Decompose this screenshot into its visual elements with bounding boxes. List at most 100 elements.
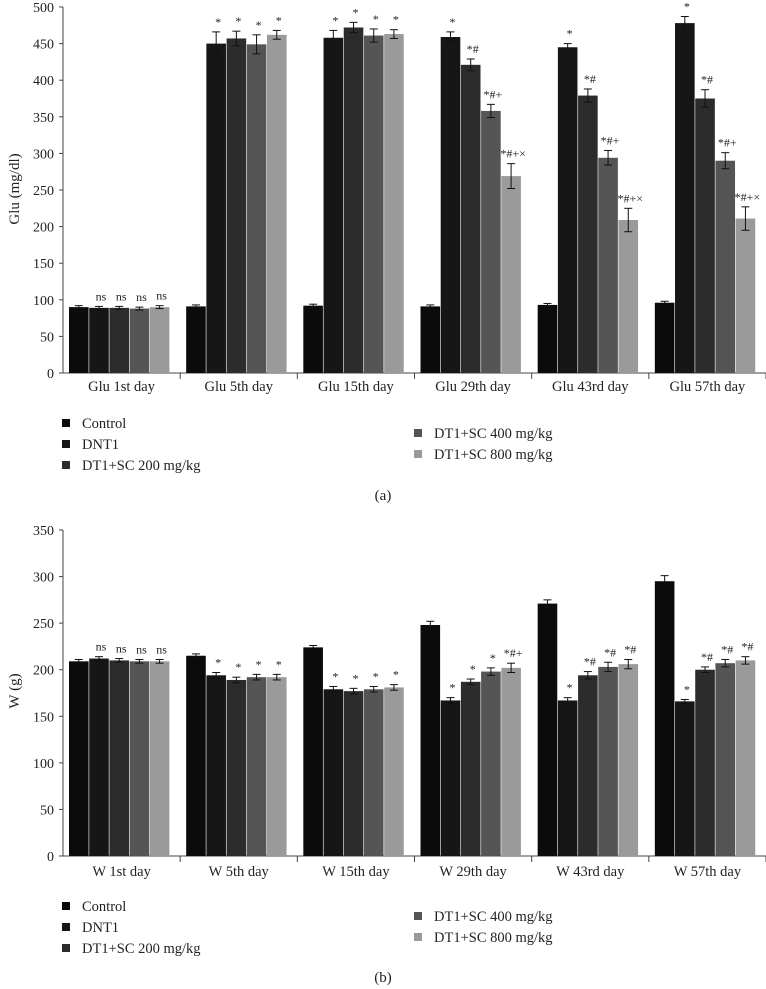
significance-label: *#+ xyxy=(601,133,620,147)
y-tick-label: 300 xyxy=(33,147,54,162)
bar xyxy=(89,307,109,373)
chart-panel-a: Glu (mg/dl) 0 50 100 150 200 250 300 350 400 450 5… xyxy=(7,0,766,504)
significance-label: *# xyxy=(721,642,733,656)
y-tick-label: 400 xyxy=(33,74,54,89)
significance-label: * xyxy=(332,669,338,683)
bar xyxy=(557,700,578,856)
bar xyxy=(186,306,206,373)
bar xyxy=(501,667,521,856)
bar xyxy=(109,660,129,856)
x-category-label: W 5th day xyxy=(209,864,270,880)
x-category-label: W 15th day xyxy=(322,864,390,880)
bar xyxy=(149,661,170,856)
bar xyxy=(303,647,323,856)
bar xyxy=(675,701,695,856)
significance-label: * xyxy=(353,5,359,19)
bar xyxy=(440,37,461,374)
significance-label: * xyxy=(450,15,456,29)
bar xyxy=(226,679,247,856)
bar xyxy=(129,661,150,856)
significance-label: * xyxy=(235,660,241,674)
significance-label: *#+× xyxy=(500,147,526,161)
bar xyxy=(266,677,287,856)
bar xyxy=(384,687,404,856)
significance-label: * xyxy=(276,657,282,671)
bar xyxy=(537,603,558,856)
legend-swatch xyxy=(414,912,422,920)
y-tick-label: 0 xyxy=(47,850,54,865)
bar xyxy=(363,35,384,373)
significance-label: ns xyxy=(156,289,167,303)
bar xyxy=(186,655,206,856)
bar xyxy=(440,700,461,856)
significance-label: *#+ xyxy=(718,136,737,150)
significance-label: * xyxy=(235,14,241,28)
significance-label: *# xyxy=(701,73,713,87)
legend-label: DT1+SC 800 mg/kg xyxy=(434,447,553,463)
bar xyxy=(226,38,247,373)
bar xyxy=(89,658,109,856)
significance-label: *#+ xyxy=(504,646,523,660)
x-category-label: Glu 5th day xyxy=(205,379,274,395)
y-axis-title: W (g) xyxy=(7,673,23,708)
significance-label: ns xyxy=(136,290,147,304)
bar xyxy=(695,669,715,856)
legend-swatch xyxy=(62,461,70,469)
y-tick-label: 250 xyxy=(33,617,54,632)
bar xyxy=(501,176,521,373)
bar xyxy=(598,666,618,856)
legend-label: DT1+SC 800 mg/kg xyxy=(434,930,553,946)
bar xyxy=(323,37,344,374)
legend-label: DNT1 xyxy=(82,920,119,936)
bar xyxy=(343,27,364,373)
bar xyxy=(460,64,481,373)
bar xyxy=(266,34,287,373)
significance-label: * xyxy=(373,12,379,26)
legend-swatch xyxy=(414,933,422,941)
bar xyxy=(343,691,364,856)
significance-label: * xyxy=(567,27,573,41)
bar xyxy=(618,220,639,373)
x-category-label: Glu 29th day xyxy=(435,379,511,395)
x-category-label: W 1st day xyxy=(92,864,151,880)
significance-label: * xyxy=(684,683,690,697)
legend-swatch xyxy=(62,440,70,448)
legend-swatch xyxy=(62,944,70,952)
bar xyxy=(149,307,170,373)
bar xyxy=(460,681,481,856)
significance-label: *#+× xyxy=(617,191,643,205)
x-category-label: Glu 1st day xyxy=(88,379,156,395)
x-category-label: Glu 15th day xyxy=(318,379,394,395)
bar xyxy=(675,23,695,373)
significance-label: * xyxy=(256,657,262,671)
legend-label: Control xyxy=(82,899,126,915)
significance-label: *# xyxy=(584,655,596,669)
bar xyxy=(206,675,226,856)
bar xyxy=(109,307,129,373)
significance-label: * xyxy=(567,681,573,695)
bar xyxy=(735,660,756,856)
significance-label: * xyxy=(256,18,262,32)
bar xyxy=(654,302,675,373)
bar xyxy=(598,157,618,373)
bar xyxy=(420,625,441,856)
significance-label: *# xyxy=(584,72,596,86)
significance-label: *# xyxy=(741,640,753,654)
legend-label: Control xyxy=(82,416,126,432)
significance-label: * xyxy=(684,0,690,14)
y-tick-label: 500 xyxy=(33,1,54,16)
legend-swatch xyxy=(62,923,70,931)
significance-label: ns xyxy=(116,642,127,656)
bar xyxy=(481,671,501,856)
x-category-label: W 29th day xyxy=(439,864,507,880)
legend-label: DNT1 xyxy=(82,437,119,453)
y-tick-label: 100 xyxy=(33,757,54,772)
bar xyxy=(578,95,598,374)
legend-label: DT1+SC 200 mg/kg xyxy=(82,941,201,957)
significance-label: *# xyxy=(701,650,713,664)
legend-label: DT1+SC 400 mg/kg xyxy=(434,909,553,925)
significance-label: * xyxy=(393,13,399,27)
y-tick-label: 200 xyxy=(33,664,54,679)
significance-label: *# xyxy=(467,42,479,56)
